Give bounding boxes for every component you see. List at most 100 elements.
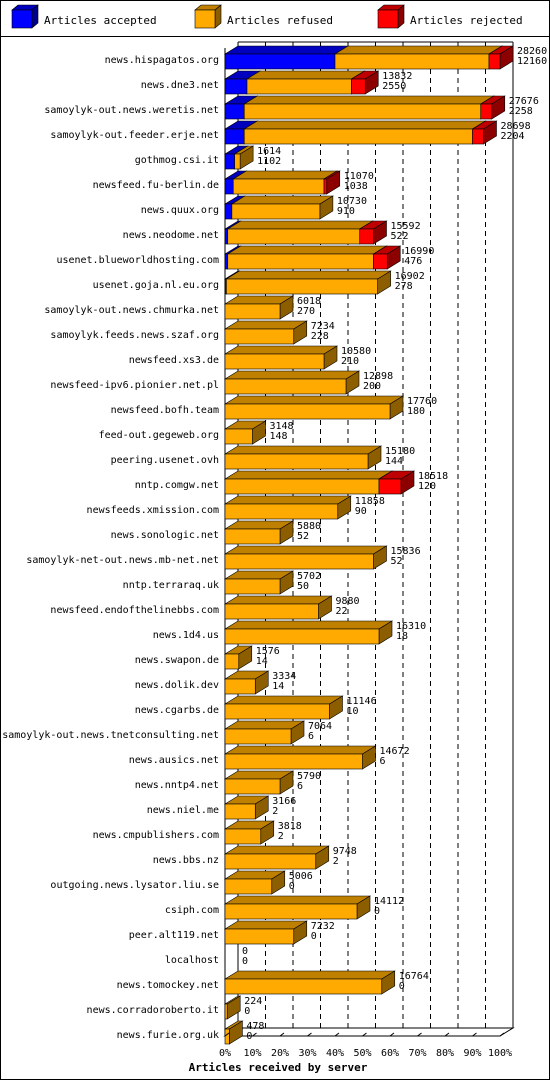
value-label-total: 13832 — [382, 71, 412, 82]
bar-refused — [223, 445, 383, 470]
bar-rejected — [372, 245, 402, 270]
bar-refused — [223, 970, 396, 995]
bar-rejected — [358, 220, 388, 245]
bar-refused — [223, 745, 377, 770]
bar-refused — [223, 695, 344, 720]
bar-rejected — [350, 70, 380, 95]
value-label-rejected: 6 — [308, 731, 314, 742]
value-label-total: 3166 — [272, 796, 296, 807]
value-label-total: 1576 — [256, 646, 280, 657]
value-label-rejected: 0 — [289, 881, 295, 892]
value-label-rejected: 180 — [407, 406, 425, 417]
value-label-total: 7064 — [308, 721, 332, 732]
bar-rejected — [479, 95, 506, 120]
bar-refused — [333, 45, 504, 70]
value-label-rejected: 2 — [272, 806, 278, 817]
value-label-rejected: 22 — [336, 606, 348, 617]
value-label-rejected: 12160 — [517, 56, 547, 67]
server-label: samoylyk-out.news.weretis.net — [44, 105, 219, 116]
server-label: news.tomockey.net — [117, 980, 219, 991]
value-label-total: 478 — [246, 1021, 264, 1032]
bar-refused — [223, 520, 295, 545]
bar-rejected — [322, 170, 341, 195]
bar-refused — [223, 570, 295, 595]
value-label-rejected: 148 — [270, 431, 288, 442]
server-label: news.hispagatos.org — [105, 55, 219, 66]
x-tick-label: 50% — [353, 1048, 371, 1059]
x-tick-label: 80% — [436, 1048, 454, 1059]
value-label-total: 11070 — [344, 171, 374, 182]
value-label-total: 15592 — [391, 221, 421, 232]
value-label-rejected: 0 — [242, 956, 248, 967]
value-label-rejected: 910 — [337, 206, 355, 217]
server-label: news.dolik.dev — [135, 680, 219, 691]
value-label-total: 5006 — [289, 871, 313, 882]
value-label-rejected: 2258 — [509, 106, 533, 117]
x-tick-label: 40% — [326, 1048, 344, 1059]
value-label-rejected: 0 — [244, 1006, 250, 1017]
x-tick-label: 10% — [243, 1048, 261, 1059]
value-label-rejected: 2204 — [501, 131, 525, 142]
value-label-total: 27676 — [509, 96, 539, 107]
value-label-total: 3148 — [270, 421, 294, 432]
bar-refused — [223, 370, 361, 395]
bar-refused — [232, 170, 339, 195]
value-label-rejected: 90 — [355, 506, 367, 517]
bar-accepted — [223, 45, 350, 70]
server-label: nntp.terraraq.uk — [123, 580, 219, 591]
value-label-rejected: 10 — [347, 706, 359, 717]
value-label-total: 14112 — [374, 896, 404, 907]
x-axis-title: Articles received by server — [189, 1061, 368, 1074]
bar-refused — [223, 720, 306, 745]
plot-area: 2826012160138322550276762258286982204161… — [223, 41, 547, 1045]
value-label-total: 9880 — [336, 596, 360, 607]
value-label-rejected: 52 — [391, 556, 403, 567]
value-label-total: 15836 — [391, 546, 421, 557]
bar-refused — [226, 220, 374, 245]
value-label-rejected: 476 — [404, 256, 422, 267]
value-label-rejected: 6 — [297, 781, 303, 792]
server-label: samoylyk.feeds.news.szaf.org — [50, 330, 219, 341]
value-label-rejected: 14 — [256, 656, 268, 667]
server-label: samoylyk-out.news.tnetconsulting.net — [2, 730, 219, 741]
server-label: news.swapon.de — [135, 655, 219, 666]
bar-refused — [223, 670, 270, 695]
legend-swatch-1 — [194, 4, 222, 29]
bar-refused — [223, 620, 394, 645]
bar-refused — [223, 595, 333, 620]
value-label-rejected: 18 — [396, 631, 408, 642]
value-label-total: 6018 — [297, 296, 321, 307]
value-label-total: 3334 — [272, 671, 296, 682]
legend-swatch-2 — [377, 4, 405, 29]
value-label-total: 10580 — [341, 346, 371, 357]
server-label: news.niel.me — [147, 805, 219, 816]
x-axis: 0% 10% 20% 30% 40% 50% 60% 70% 80% 90% 100% — [219, 1032, 512, 1059]
server-labels: news.hispagatos.org news.dne3.net samoylyk… — [2, 55, 219, 1041]
value-label-rejected: 6 — [380, 756, 386, 767]
server-label: peer.alt119.net — [129, 930, 219, 941]
bar-refused — [223, 420, 267, 445]
bar-refused — [245, 70, 366, 95]
value-label-rejected: 0 — [246, 1031, 252, 1042]
